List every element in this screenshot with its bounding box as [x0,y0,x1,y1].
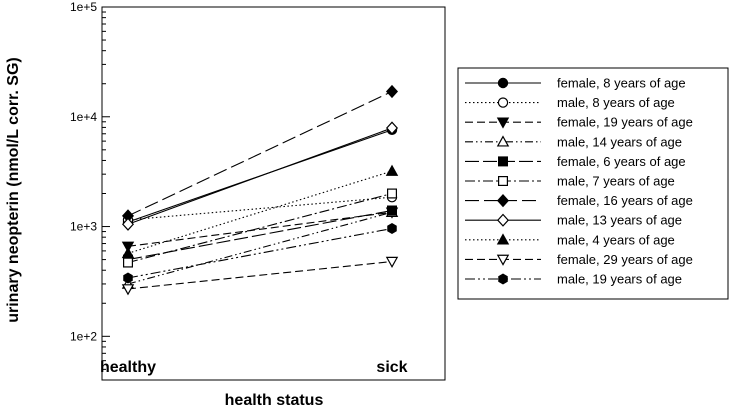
series-line [127,127,393,225]
legend-marker [496,213,510,227]
legend-marker [498,273,508,285]
legend-item: female, 19 years of age [465,115,693,130]
data-point [387,205,398,216]
legend-label: male, 14 years of age [557,134,682,149]
series-line [127,196,393,221]
series-8 [121,121,399,231]
series-line [127,170,393,254]
legend-label: female, 16 years of age [557,193,693,208]
legend-label: male, 4 years of age [557,232,675,247]
legend-marker [498,156,509,167]
legend-label: male, 7 years of age [557,174,675,189]
series-4 [121,205,399,289]
legend-item: male, 4 years of age [465,232,675,247]
legend: female, 8 years of age male, 8 years of a… [465,76,693,287]
y-tick-label: 1e+2 [70,329,97,343]
y-tick-label: 1e+3 [70,220,97,234]
series-line [127,227,393,279]
data-point [121,241,135,253]
legend-marker [497,77,509,89]
series-10 [121,256,399,296]
legend-label: female, 8 years of age [557,76,686,91]
legend-label: male, 8 years of age [557,95,675,110]
y-tick-label: 1e+4 [70,110,97,124]
data-point [387,188,398,199]
series-11 [123,222,397,284]
data-point [387,222,397,234]
legend-item: female, 8 years of age [465,76,686,91]
series-line [127,211,393,285]
y-axis-ticks: 1e+2 1e+3 1e+4 1e+5 [70,0,110,370]
series-3 [121,207,399,253]
series-line [127,260,393,290]
legend-item: male, 19 years of age [465,272,682,287]
legend-label: female, 6 years of age [557,154,686,169]
legend-label: female, 29 years of age [557,252,693,267]
series-7 [121,84,399,223]
legend-item: female, 6 years of age [465,154,686,169]
data-point [123,272,133,284]
data-point [385,84,399,99]
series-line [127,211,393,247]
legend-label: male, 19 years of age [557,272,682,287]
data-point [121,246,135,259]
legend-label: female, 19 years of age [557,115,693,130]
legend-marker [498,176,509,187]
legend-marker [496,193,510,208]
y-axis-title: urinary neopterin (nmol/L corr. SG) [5,57,22,323]
legend-marker [497,97,509,108]
data-point [385,121,399,135]
legend-label: male, 13 years of age [557,213,682,228]
data-point [121,284,135,296]
x-axis-title: health status [225,392,324,409]
series-line [127,90,393,217]
series-line [127,192,393,264]
legend-marker [496,233,510,245]
legend-item: male, 7 years of age [465,174,675,189]
legend-marker [496,117,510,129]
series-group [121,84,399,296]
series-6 [122,188,398,268]
data-point [385,164,399,176]
legend-marker [496,254,510,266]
legend-item: male, 8 years of age [465,95,675,110]
series-9 [121,164,399,259]
x-category-sick: sick [376,359,407,376]
legend-item: male, 13 years of age [465,213,682,228]
x-category-healthy: healthy [100,359,156,376]
y-tick-label: 1e+5 [70,0,97,14]
data-point [385,256,399,268]
data-point [121,217,135,231]
legend-item: male, 14 years of age [465,134,682,149]
data-point [122,257,133,268]
series-2 [122,192,398,226]
legend-item: female, 16 years of age [465,193,693,208]
legend-marker [496,135,510,147]
legend-item: female, 29 years of age [465,252,693,267]
